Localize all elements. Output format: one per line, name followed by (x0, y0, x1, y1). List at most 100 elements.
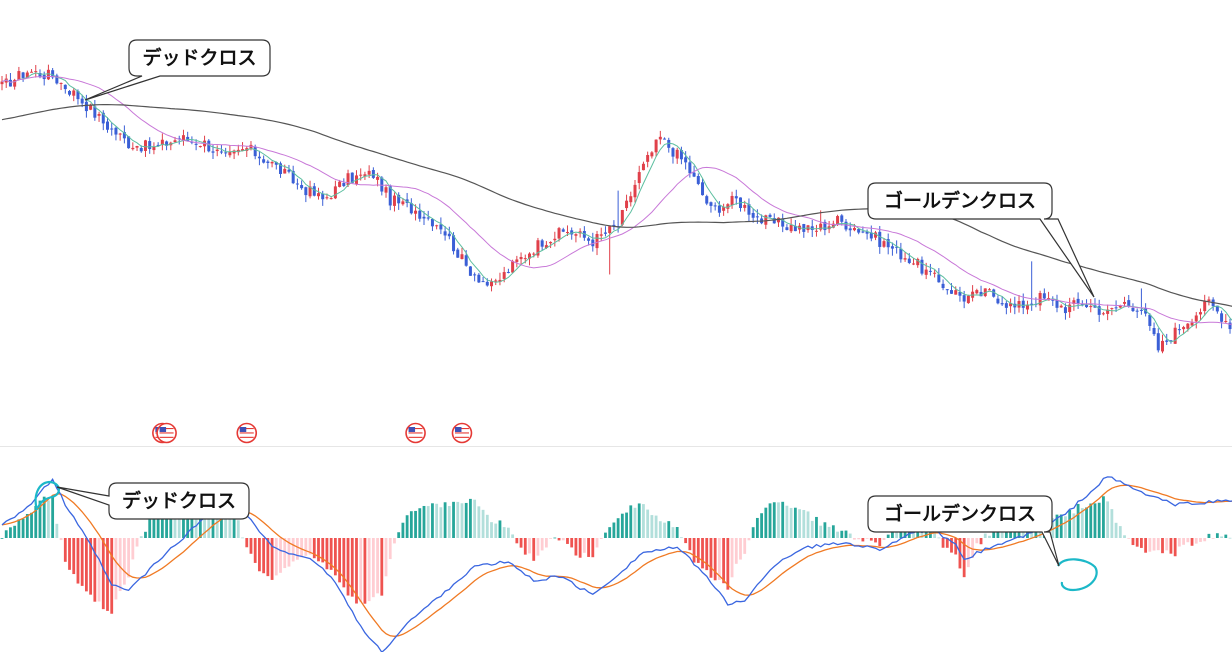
candle-body (388, 185, 392, 206)
candle-body (114, 127, 118, 135)
candle-body (852, 227, 856, 231)
candle-body (612, 224, 616, 227)
candle-body (506, 271, 510, 273)
macd-histogram-bar (291, 538, 295, 562)
candle-body (549, 241, 553, 244)
macd-histogram-bar (477, 506, 481, 538)
us-flag-icon-stripe (159, 432, 174, 434)
macd-histogram-bar (169, 501, 173, 538)
candle-body (468, 266, 472, 276)
candle-body (882, 241, 886, 247)
macd-histogram-bar (30, 512, 33, 538)
candle-body (274, 162, 278, 165)
candle-body (329, 198, 333, 200)
candle-body (895, 246, 899, 248)
candle-body (494, 280, 498, 282)
macd-histogram-bar (954, 538, 958, 555)
candle-body (25, 72, 29, 78)
candle-body (755, 216, 759, 218)
macd-histogram-bar (532, 538, 536, 561)
macd-histogram-bar (63, 538, 67, 562)
candle-body (646, 155, 650, 162)
macd-histogram-bar (1118, 526, 1122, 538)
macd-histogram-bar (131, 538, 135, 560)
candle-body (17, 71, 21, 80)
macd-histogram-bar (258, 538, 261, 572)
macd-histogram-bar (865, 538, 869, 539)
macd-histogram-bar (42, 496, 46, 538)
candle-body (511, 261, 515, 273)
candle-body (574, 234, 578, 236)
macd-histogram-bar (1199, 538, 1202, 542)
candle-body (536, 240, 540, 256)
candle-body (1194, 315, 1198, 322)
candle-body (359, 174, 363, 176)
us-flag-icon-stripe (454, 428, 469, 430)
macd-histogram-bar (578, 538, 582, 558)
macd-histogram-bar (511, 534, 515, 538)
macd-histogram-bar (616, 518, 620, 538)
macd-histogram-bar (1051, 518, 1055, 538)
candle-body (781, 218, 785, 227)
macd-histogram-bar (139, 536, 143, 538)
macd-histogram-bar (122, 538, 126, 585)
candle-body (696, 176, 700, 184)
macd-histogram-bar (418, 508, 422, 538)
macd-histogram-bar (992, 530, 996, 538)
us-flag-icon-canton (239, 427, 247, 432)
macd-histogram-bar (85, 538, 88, 592)
macd-histogram-bar (1220, 536, 1223, 538)
macd-histogram-bar (966, 538, 970, 568)
macd-histogram-bar (363, 538, 367, 604)
macd-histogram-bar (135, 538, 139, 547)
macd-histogram-bar (591, 538, 595, 558)
macd-histogram-bar (680, 537, 683, 539)
macd-histogram-bar (17, 519, 21, 538)
candle-body (933, 272, 937, 274)
candle-body (283, 168, 287, 174)
us-flag-icon (156, 422, 177, 444)
macd-histogram-bar (498, 520, 502, 538)
macd-histogram-bar (1169, 538, 1173, 554)
candle-body (363, 174, 367, 177)
macd-histogram-bar (245, 538, 249, 548)
macd-histogram-bar (1156, 538, 1160, 551)
macd-histogram-bar (983, 533, 987, 538)
macd-histogram-bar (620, 513, 624, 538)
macd-histogram-bar (350, 538, 354, 597)
candle-body (300, 185, 304, 189)
candle-body (1177, 329, 1181, 331)
macd-histogram-bar (232, 517, 236, 538)
macd-histogram-bar (853, 538, 856, 540)
candle-body (620, 209, 624, 225)
callout-price-dead-cross: デッドクロス (84, 39, 271, 101)
candle-body (338, 181, 342, 187)
macd-histogram-bar (604, 532, 607, 538)
macd-histogram-bar (549, 538, 552, 539)
macd-histogram-bar (810, 520, 814, 538)
candle-body (874, 232, 878, 238)
macd-histogram-bar (975, 538, 979, 544)
macd-histogram-bar (730, 538, 734, 578)
candle-body (249, 144, 253, 150)
price-pane (0, 64, 1232, 354)
macd-histogram-bar (266, 538, 270, 577)
candle-body (291, 170, 295, 184)
candle-body (671, 148, 675, 157)
candle-body (460, 254, 464, 260)
candle-body (1190, 322, 1194, 326)
candle-body (452, 235, 456, 252)
candle-body (1148, 314, 1152, 326)
macd-histogram-bar (241, 537, 244, 539)
candle-body (443, 231, 447, 236)
candle-body (397, 194, 401, 204)
candle-body (776, 217, 780, 223)
macd-histogram-bar (80, 538, 84, 586)
candle-body (186, 136, 190, 141)
macd-histogram-bar (177, 504, 181, 538)
candle-body (262, 159, 266, 163)
macd-histogram-bar (663, 522, 666, 538)
macd-histogram-bar (612, 522, 616, 538)
macd-histogram-bar (675, 527, 679, 538)
callout-price-golden-cross: ゴールデンクロス (867, 182, 1095, 298)
